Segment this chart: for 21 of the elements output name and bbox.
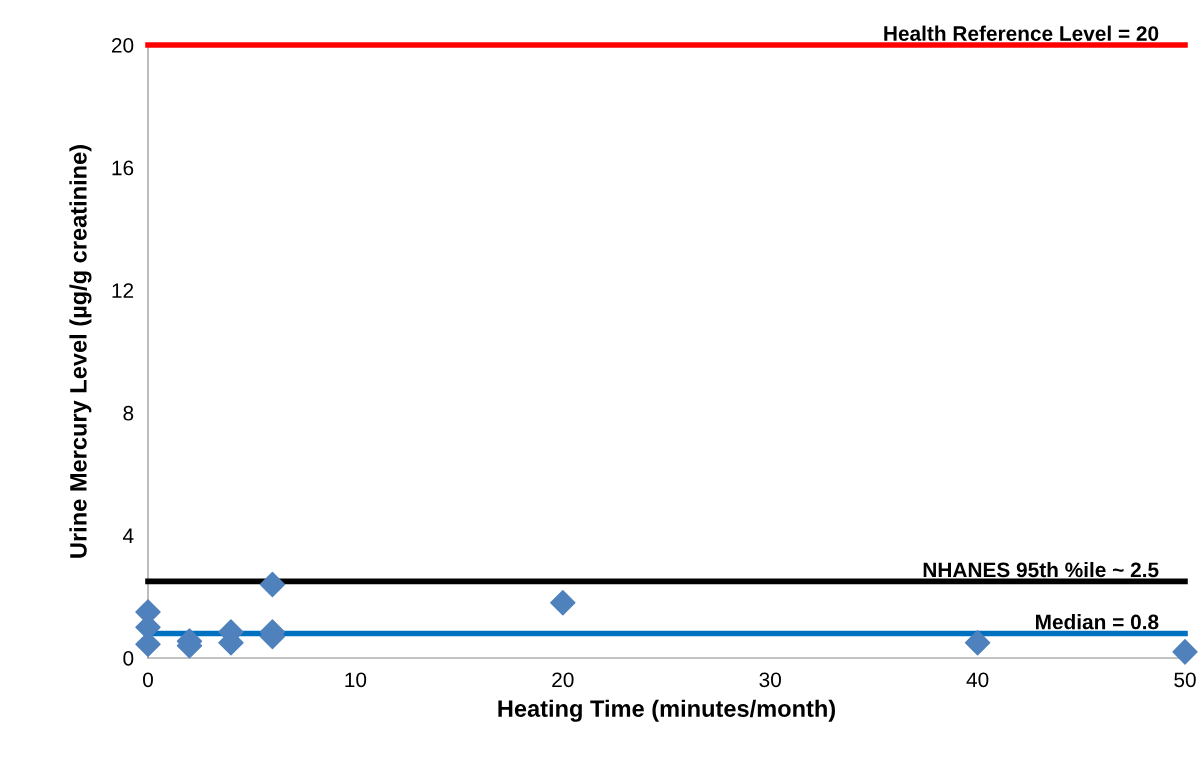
ref-line-label: NHANES 95th %ile ~ 2.5 <box>923 561 1159 578</box>
point <box>550 590 576 616</box>
y-tick-label: 12 <box>112 283 134 298</box>
x-tick-label: 40 <box>966 672 989 688</box>
y-tick-label: 4 <box>123 528 134 543</box>
y-tick-label: 16 <box>112 160 134 176</box>
y-tick-label: 0 <box>123 651 134 666</box>
x-tick-label: 20 <box>552 672 574 688</box>
x-axis-title: Heating Time (minutes/month) <box>498 699 835 722</box>
x-tick-label: 50 <box>1174 672 1196 688</box>
point <box>964 629 991 656</box>
x-tick-label: 30 <box>759 672 781 688</box>
x-tick-label: 10 <box>345 672 367 688</box>
y-tick-label: 20 <box>111 38 134 53</box>
y-tick-label: 8 <box>123 405 134 421</box>
point <box>259 571 286 598</box>
ref-line-label: Health Reference Level = 20 <box>884 25 1159 41</box>
y-axis-title: Urine Mercury Level (µg/g creatinine) <box>69 145 92 558</box>
point <box>1172 639 1198 665</box>
ref-line-label: Median = 0.8 <box>1036 614 1159 630</box>
x-tick-label: 0 <box>143 672 153 688</box>
